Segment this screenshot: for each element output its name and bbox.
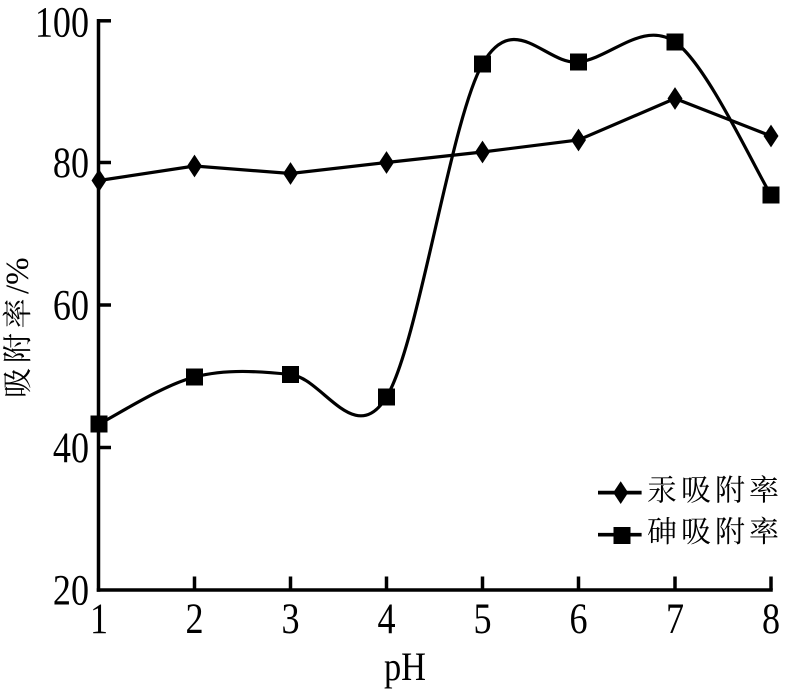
svg-text:7: 7 (666, 595, 684, 643)
svg-text:pH: pH (384, 646, 426, 690)
svg-text:80: 80 (53, 139, 89, 187)
svg-text:5: 5 (473, 595, 491, 643)
svg-text:20: 20 (53, 567, 89, 615)
svg-text:6: 6 (569, 595, 587, 643)
svg-text:8: 8 (762, 595, 780, 643)
svg-text:1: 1 (90, 595, 108, 643)
svg-text:/%: /% (0, 257, 36, 294)
svg-text:4: 4 (377, 595, 395, 643)
svg-text:40: 40 (53, 424, 89, 472)
svg-text:60: 60 (53, 282, 89, 330)
svg-text:2: 2 (185, 595, 203, 643)
svg-text:100: 100 (35, 0, 89, 46)
svg-text:3: 3 (281, 595, 299, 643)
